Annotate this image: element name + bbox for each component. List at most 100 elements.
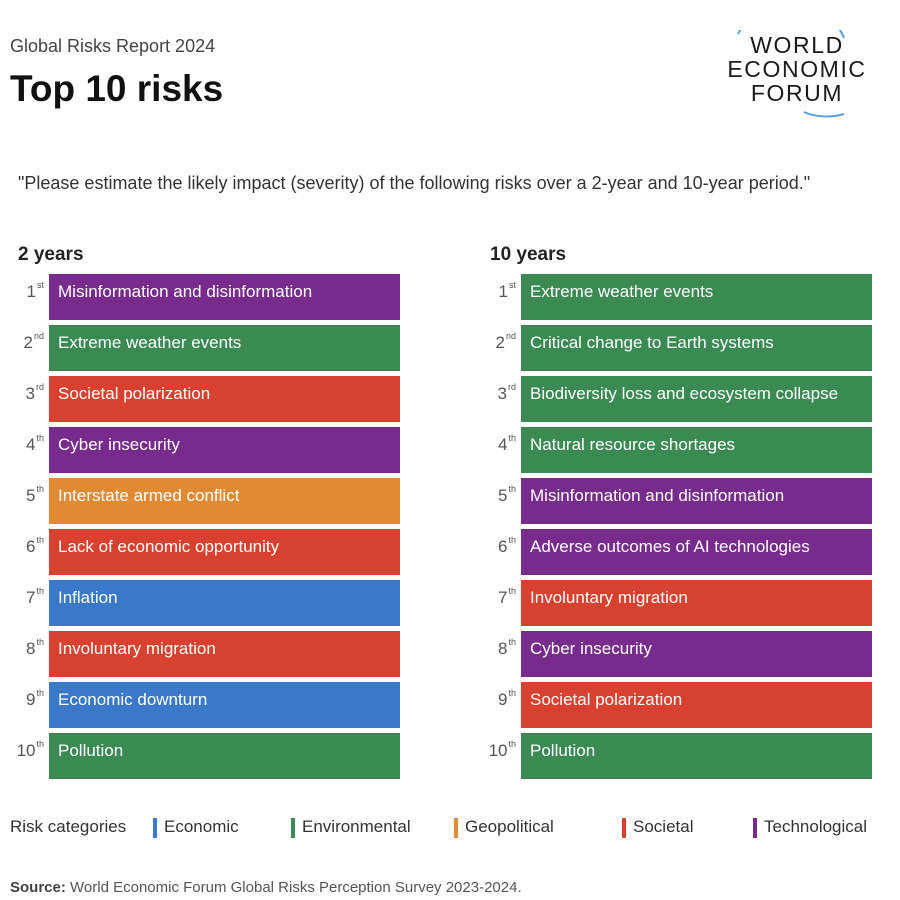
rank-number: 5th [480, 484, 516, 506]
logo-line-1: WORLD [750, 32, 844, 58]
risk-label: Economic downturn [58, 690, 208, 709]
risk-row: 3rd Societal polarization [8, 376, 408, 427]
risk-bar: Interstate armed conflict [49, 478, 400, 524]
rank-number: 7th [480, 586, 516, 608]
risk-label: Misinformation and disinformation [58, 282, 313, 301]
risk-row: 4th Cyber insecurity [8, 427, 408, 478]
two-year-column: 2 years 1st Misinformation and disinforma… [8, 240, 408, 784]
rank-value: 9 [498, 690, 508, 709]
risk-bar: Pollution [49, 733, 400, 779]
risk-row: 2nd Extreme weather events [8, 325, 408, 376]
rank-number: 7th [8, 586, 44, 608]
risk-row: 6th Lack of economic opportunity [8, 529, 408, 580]
rank-number: 3rd [480, 382, 516, 404]
risk-row: 10th Pollution [8, 733, 408, 784]
rank-number: 2nd [8, 331, 44, 353]
rank-value: 2 [23, 333, 33, 352]
rank-number: 4th [8, 433, 44, 455]
legend-label: Environmental [302, 817, 411, 836]
rank-suffix: th [36, 586, 44, 596]
rank-number: 1st [8, 280, 44, 302]
risk-label: Biodiversity loss and ecosystem collapse [530, 384, 839, 403]
rank-value: 10 [16, 741, 36, 760]
risk-bar: Economic downturn [49, 682, 400, 728]
report-subtitle: Global Risks Report 2024 [10, 36, 216, 56]
legend-label: Technological [764, 817, 868, 836]
risk-bar: Cyber insecurity [521, 631, 872, 677]
risk-bar: Misinformation and disinformation [521, 478, 872, 524]
legend-label: Societal [633, 817, 694, 836]
rank-value: 4 [26, 435, 36, 454]
logo-arc-icon [737, 30, 845, 118]
risk-label: Critical change to Earth systems [530, 333, 774, 352]
rank-suffix: nd [33, 331, 44, 341]
source-text: World Economic Forum Global Risks Percep… [70, 879, 522, 896]
risk-label: Involuntary migration [58, 639, 216, 658]
rank-suffix: rd [35, 382, 44, 392]
risk-label: Extreme weather events [58, 333, 242, 352]
risk-bar: Inflation [49, 580, 400, 626]
rank-suffix: th [508, 688, 516, 698]
rank-value: 9 [26, 690, 36, 709]
risk-bar: Extreme weather events [49, 325, 400, 371]
rank-number: 9th [8, 688, 44, 710]
legend-swatch [153, 818, 157, 838]
legend-swatch [622, 818, 626, 838]
risk-label: Natural resource shortages [530, 435, 736, 454]
source-note: Source: World Economic Forum Global Risk… [10, 879, 522, 896]
ten-year-list: 1st Extreme weather events 2nd Critical cha… [480, 274, 880, 784]
rank-number: 6th [8, 535, 44, 557]
risk-label: Cyber insecurity [530, 639, 652, 658]
rank-number: 2nd [480, 331, 516, 353]
risk-bar: Lack of economic opportunity [49, 529, 400, 575]
rank-number: 9th [480, 688, 516, 710]
rank-suffix: rd [507, 382, 516, 392]
risk-label: Misinformation and disinformation [530, 486, 785, 505]
rank-suffix: th [508, 484, 516, 494]
risk-label: Pollution [58, 741, 124, 760]
rank-value: 8 [498, 639, 508, 658]
rank-number: 6th [480, 535, 516, 557]
rank-number: 10th [480, 739, 516, 761]
rank-value: 10 [488, 741, 508, 760]
two-year-list: 1st Misinformation and disinformation 2nd E… [8, 274, 408, 784]
survey-question: "Please estimate the likely impact (seve… [18, 173, 811, 193]
risk-label: Involuntary migration [530, 588, 688, 607]
risk-row: 3rd Biodiversity loss and ecosystem colla… [480, 376, 880, 427]
risk-label: Lack of economic opportunity [58, 537, 280, 556]
legend: Risk categories Economic Environmental Geo… [10, 817, 890, 841]
risk-bar: Cyber insecurity [49, 427, 400, 473]
rank-value: 6 [498, 537, 508, 556]
risk-label: Extreme weather events [530, 282, 714, 301]
rank-suffix: th [508, 637, 516, 647]
legend-swatch [291, 818, 295, 838]
rank-number: 1st [480, 280, 516, 302]
rank-value: 5 [26, 486, 36, 505]
risk-row: 10th Pollution [480, 733, 880, 784]
rank-value: 7 [26, 588, 36, 607]
legend-label: Geopolitical [465, 817, 554, 836]
ten-year-column: 10 years 1st Extreme weather events 2nd Cri… [480, 240, 880, 784]
risk-row: 2nd Critical change to Earth systems [480, 325, 880, 376]
risk-label: Interstate armed conflict [58, 486, 240, 505]
risk-label: Inflation [58, 588, 118, 607]
risk-row: 1st Extreme weather events [480, 274, 880, 325]
rank-number: 10th [8, 739, 44, 761]
rank-suffix: th [508, 586, 516, 596]
rank-suffix: th [36, 433, 44, 443]
rank-value: 8 [26, 639, 36, 658]
risk-bar: Natural resource shortages [521, 427, 872, 473]
rank-number: 8th [8, 637, 44, 659]
rank-value: 5 [498, 486, 508, 505]
rank-suffix: st [508, 280, 516, 290]
risk-bar: Societal polarization [49, 376, 400, 422]
risk-bar: Pollution [521, 733, 872, 779]
rank-suffix: th [508, 535, 516, 545]
rank-value: 3 [497, 384, 507, 403]
rank-suffix: th [36, 637, 44, 647]
risk-label: Adverse outcomes of AI technologies [530, 537, 810, 556]
risk-bar: Biodiversity loss and ecosystem collapse [521, 376, 872, 422]
legend-swatch [454, 818, 458, 838]
two-year-heading: 2 years [18, 244, 84, 265]
rank-suffix: th [36, 484, 44, 494]
